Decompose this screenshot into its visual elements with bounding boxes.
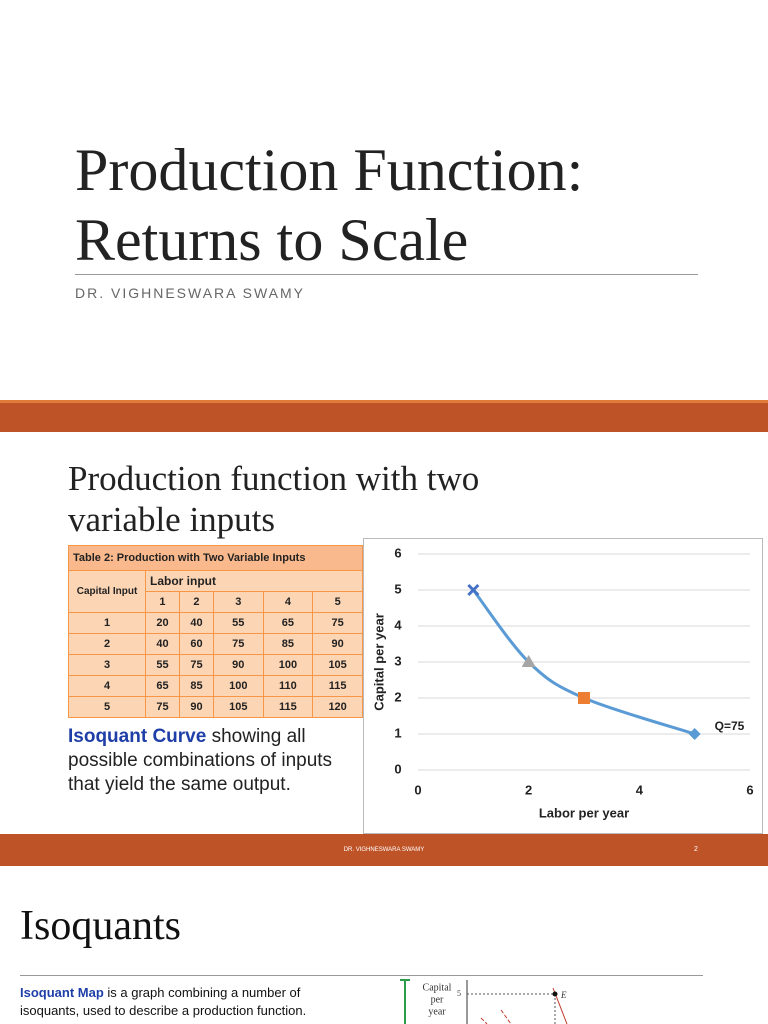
y-tick-label: 5 <box>394 581 401 596</box>
x-axis-label: Labor per year <box>539 805 629 820</box>
table-cell: 55 <box>212 612 264 634</box>
footer-text: DR. VIGHNESWARA SWAMY <box>343 847 425 853</box>
y-tick: 5 <box>457 989 461 998</box>
table-row: 1 20 40 55 65 75 <box>68 612 363 634</box>
y-tick-label: 1 <box>394 725 401 740</box>
column-label: 1 <box>145 591 180 613</box>
row-label: 2 <box>68 633 146 655</box>
table-cell: 100 <box>212 675 264 697</box>
row-label: 1 <box>68 612 146 634</box>
table-row: 5 75 90 105 115 120 <box>68 696 363 718</box>
point <box>552 991 558 997</box>
table-row: 3 55 75 90 100 105 <box>68 654 363 676</box>
y-tick-label: 0 <box>394 761 401 776</box>
table-cell: 40 <box>178 612 214 634</box>
table-cell: 115 <box>262 696 314 718</box>
point-label: E <box>560 990 567 1000</box>
row-label: 4 <box>68 675 146 697</box>
row-label: 3 <box>68 654 146 676</box>
y-label: Capital <box>423 982 452 993</box>
marker <box>467 583 480 597</box>
table-cell: 75 <box>178 654 214 676</box>
marker <box>521 655 536 667</box>
chart-frame <box>363 538 763 834</box>
isoquant-chart: 0 1 2 3 4 5 6 0 2 4 6 Labor per year Capital per yea… <box>363 538 763 834</box>
slide2-title: Production function with two variable in… <box>68 458 479 540</box>
row-header: Capital Input <box>68 570 146 613</box>
table-cell: 115 <box>312 675 363 697</box>
table-cell: 85 <box>262 633 314 655</box>
title-line: Production Function: <box>75 137 584 203</box>
curve <box>500 1009 512 1024</box>
y-tick-label: 6 <box>394 545 401 560</box>
table-cell: 85 <box>178 675 214 697</box>
table-cell: 100 <box>262 654 314 676</box>
series-label: Q=75 <box>715 719 745 733</box>
table-cell: 55 <box>145 654 180 676</box>
table-cell: 40 <box>145 633 180 655</box>
slide-band <box>0 400 768 432</box>
title-line: variable inputs <box>68 500 276 539</box>
highlight: Isoquant Curve <box>68 726 207 747</box>
column-label: 5 <box>312 591 363 613</box>
table-cell: 75 <box>145 696 180 718</box>
table-cell: 120 <box>312 696 363 718</box>
production-table: Table 2: Production with Two Variable In… <box>68 545 363 718</box>
table-cell: 75 <box>212 633 264 655</box>
isoquant-map-figure: Capital per year 5 E <box>400 979 568 1024</box>
slide1-title: Production Function: Returns to Scale <box>75 135 583 275</box>
text: showing all possible combinations of inp… <box>68 726 333 795</box>
table-caption: Table 2: Production with Two Variable In… <box>68 545 363 571</box>
table-cell: 75 <box>312 612 363 634</box>
divider <box>20 975 703 976</box>
column-label: 4 <box>262 591 314 613</box>
column-label: 2 <box>178 591 214 613</box>
title-line: Returns to Scale <box>75 207 469 273</box>
x-tick-label: 2 <box>525 782 532 797</box>
slide3-title: Isoquants <box>20 903 181 949</box>
table-cell: 105 <box>312 654 363 676</box>
table-cell: 60 <box>178 633 214 655</box>
table-cell: 90 <box>212 654 264 676</box>
table-row: 4 65 85 100 110 115 <box>68 675 363 697</box>
table-cell: 90 <box>178 696 214 718</box>
y-label: year <box>428 1006 446 1017</box>
table-row: Capital Input Labor input <box>68 570 363 613</box>
slide3-text: Isoquant Map is a graph combining a numb… <box>20 984 360 1020</box>
table-row: 2 40 60 75 85 90 <box>68 633 363 655</box>
y-tick-label: 4 <box>394 617 402 632</box>
y-tick-label: 2 <box>394 689 401 704</box>
y-axis-label: Capital per year <box>371 613 386 711</box>
table-cell: 20 <box>145 612 180 634</box>
marker <box>578 692 590 704</box>
table-cell: 65 <box>262 612 314 634</box>
text: is a graph combining a number of isoquan… <box>20 985 307 1018</box>
column-header: Labor input <box>145 570 363 592</box>
footer-band: DR. VIGHNESWARA SWAMY 2 <box>0 834 768 866</box>
isoquant-curve <box>472 589 696 736</box>
table-cell: 110 <box>262 675 314 697</box>
x-tick-label: 0 <box>414 782 421 797</box>
caption-text: Isoquant Curve showing all possible comb… <box>68 725 343 797</box>
page-number: 2 <box>694 846 698 853</box>
x-tick-label: 6 <box>746 782 753 797</box>
y-label: per <box>431 994 444 1005</box>
row-label: 5 <box>68 696 146 718</box>
marker <box>688 728 701 740</box>
table-cell: 105 <box>212 696 264 718</box>
y-tick-label: 3 <box>394 653 401 668</box>
x-tick-label: 4 <box>636 782 644 797</box>
table-cell: 65 <box>145 675 180 697</box>
column-label: 3 <box>212 591 264 613</box>
table-cell: 90 <box>312 633 363 655</box>
highlight: Isoquant Map <box>20 985 104 1000</box>
title-line: Production function with two <box>68 459 480 498</box>
divider <box>75 274 698 275</box>
curve <box>480 1017 488 1024</box>
table-row: Table 2: Production with Two Variable In… <box>68 545 363 571</box>
subtitle: DR. VIGHNESWARA SWAMY <box>75 285 305 301</box>
